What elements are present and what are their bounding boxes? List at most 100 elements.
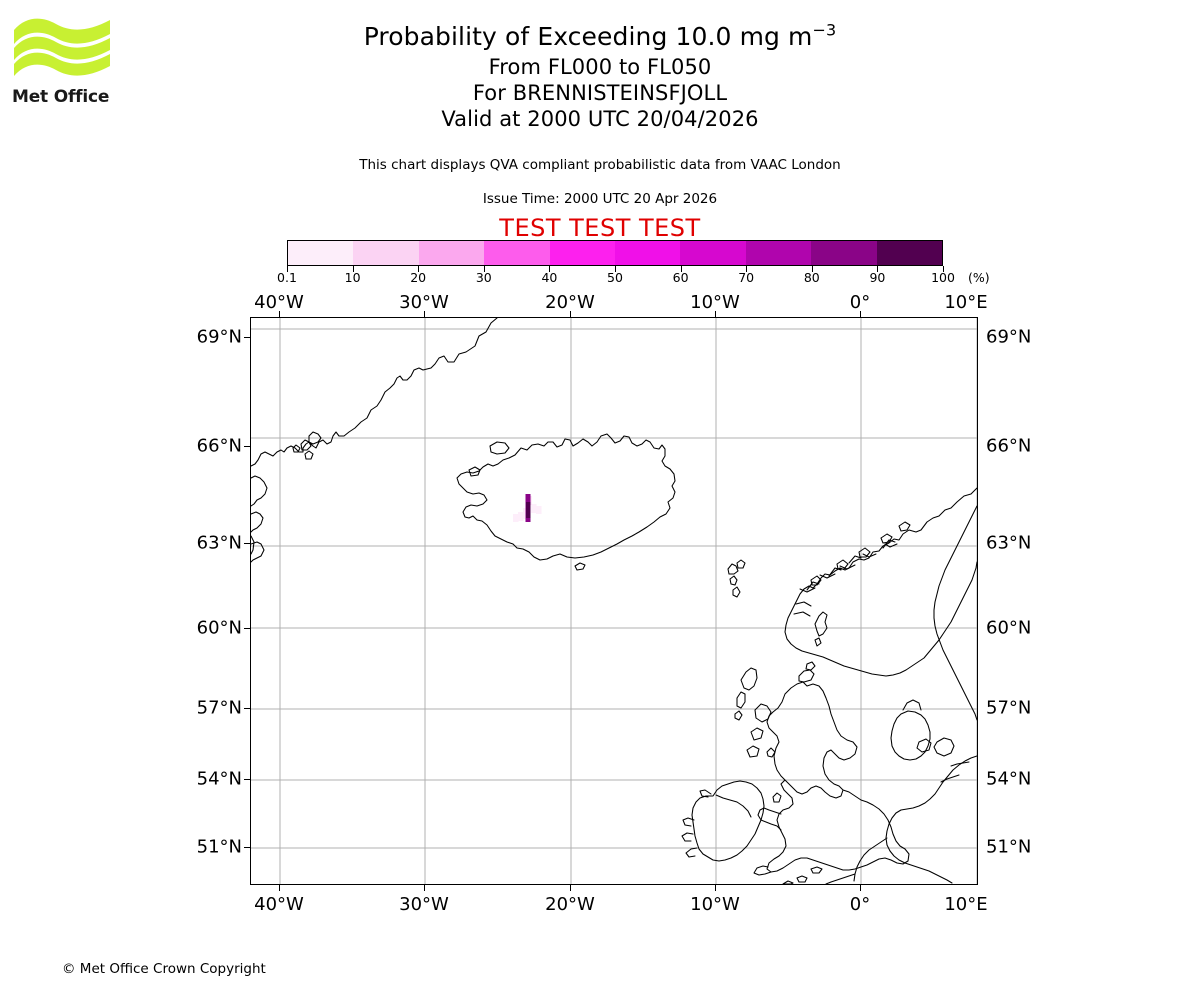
colorbar-tick-90 <box>877 266 879 272</box>
map-canvas <box>251 318 977 884</box>
coastline-greenland-south <box>251 475 268 507</box>
colorbar-tick-80 <box>811 266 813 272</box>
tick-lon-40w-top <box>279 311 280 317</box>
coastline-greenland-tip <box>251 535 255 555</box>
island-faroe-4 <box>732 586 741 598</box>
tick-lat-54n-left <box>244 779 250 780</box>
lat-label-right-2: 63°N <box>986 532 1032 554</box>
tick-lon-0-bot <box>860 885 861 891</box>
flight-level-range: From FL000 to FL050 <box>488 55 712 79</box>
lon-label-bottom-1: 30°W <box>399 894 449 915</box>
colorbar-segment-3 <box>484 241 550 265</box>
coastline-ireland <box>691 780 765 862</box>
valid-time: Valid at 2000 UTC 20/04/2026 <box>441 107 759 131</box>
island-channel-1 <box>796 875 808 883</box>
colorbar-segment-5 <box>615 241 681 265</box>
page-title-exponent: −3 <box>812 20 837 40</box>
island-norway-c <box>858 547 871 558</box>
island-islay <box>746 745 760 758</box>
tick-lat-57n-left <box>244 708 250 709</box>
tick-lon-30w-bot <box>424 885 425 891</box>
island-norway-a <box>898 521 911 532</box>
page-title-text: Probability of Exceeding 10.0 mg m <box>363 22 813 51</box>
colorbar-tick-70 <box>746 266 748 272</box>
tick-lon-0-top <box>860 311 861 317</box>
colorbar-gradient <box>287 240 943 266</box>
island-denmark-zealand <box>933 737 955 757</box>
lat-label-right-0: 69°N <box>986 326 1032 348</box>
coastline-ireland-sw <box>685 847 698 858</box>
colorbar-tick-30 <box>483 266 485 272</box>
met-office-logo: Met Office <box>12 14 112 112</box>
island-arran <box>766 747 776 758</box>
tick-lon-20w-top <box>570 311 571 317</box>
colorbar-segment-0 <box>288 241 354 265</box>
tick-lat-66n-left <box>244 446 250 447</box>
island-iceland-nw1 <box>489 441 510 455</box>
lon-label-bottom-5: 10°E <box>944 894 988 915</box>
lat-label-right-4: 57°N <box>986 697 1032 719</box>
tick-lon-40w-bot <box>279 885 280 891</box>
colorbar-label-0.1: 0.1 <box>277 270 297 285</box>
volcano-name: For BRENNISTEINSFJOLL <box>472 81 728 105</box>
colorbar-segment-7 <box>745 241 812 265</box>
colorbar-label-40: 40 <box>541 270 558 285</box>
lat-label-left-6: 51°N <box>196 836 242 858</box>
lon-label-bottom-0: 40°W <box>254 894 304 915</box>
lon-label-top-1: 30°W <box>399 292 449 313</box>
colorbar-label-10: 10 <box>344 270 361 285</box>
coastline-ireland-west-detail2 <box>681 832 694 842</box>
coastline-netherlands <box>885 755 977 884</box>
colorbar-segment-9 <box>876 241 943 265</box>
coastline-greenland <box>251 318 498 467</box>
tick-lat-51n-left <box>244 847 250 848</box>
coastline-france-channel <box>825 873 856 884</box>
border-northern-ireland <box>715 794 752 818</box>
coastline-greenland-se1 <box>251 511 264 533</box>
island-greenland-c <box>304 450 314 460</box>
island-small-sw <box>810 866 823 874</box>
coastline-denmark <box>890 710 931 761</box>
island-iceland-se <box>574 562 586 571</box>
coastline-denmark-north <box>902 699 922 711</box>
island-faroe-2 <box>736 559 746 569</box>
island-greenland-d <box>292 444 301 453</box>
colorbar-tick-0.1 <box>287 266 288 272</box>
lat-label-right-3: 60°N <box>986 617 1032 639</box>
coastline-greenland-se2 <box>251 541 265 563</box>
colorbar-label-100: 100 <box>931 270 955 285</box>
lon-label-bottom-2: 20°W <box>545 894 595 915</box>
island-norway-b <box>880 533 893 544</box>
map-plot-area[interactable] <box>250 317 978 885</box>
coastline-cornwall <box>753 865 772 876</box>
lat-label-left-3: 60°N <box>196 617 242 639</box>
qva-compliance-note: This chart displays QVA compliant probab… <box>359 157 841 173</box>
lon-label-top-5: 10°E <box>944 292 988 313</box>
page-title: Probability of Exceeding 10.0 mg m−3 <box>0 20 1200 57</box>
lat-label-left-2: 63°N <box>196 532 242 554</box>
island-wadden <box>940 774 960 783</box>
lat-label-right-5: 54°N <box>986 768 1032 790</box>
coastlines <box>251 318 977 884</box>
lon-label-bottom-4: 0° <box>849 894 871 915</box>
island-channel-2 <box>782 880 794 884</box>
copyright-notice: © Met Office Crown Copyright <box>62 961 266 977</box>
colorbar-tick-50 <box>615 266 616 272</box>
colorbar-segment-6 <box>680 241 746 265</box>
tick-lon-30w-top <box>424 311 425 317</box>
coastline-wales <box>757 807 782 831</box>
met-office-logo-text: Met Office <box>12 87 110 107</box>
tick-lon-20w-bot <box>570 885 571 891</box>
issue-time: Issue Time: 2000 UTC 20 Apr 2026 <box>482 191 718 207</box>
tick-lon-10w-top <box>715 311 716 317</box>
coastline-france-north <box>853 837 888 882</box>
island-shetland-s <box>814 637 822 647</box>
colorbar-label-30: 30 <box>475 270 492 285</box>
lat-label-left-4: 57°N <box>196 697 242 719</box>
colorbar-label-70: 70 <box>738 270 755 285</box>
probability-colorbar: 0.1 10 20 30 40 50 60 70 80 90 100 <box>277 240 955 285</box>
island-orkney-2 <box>805 661 816 671</box>
lon-label-top-4: 0° <box>849 292 871 313</box>
test-banner: TEST TEST TEST <box>499 214 701 242</box>
island-skye <box>754 703 772 723</box>
